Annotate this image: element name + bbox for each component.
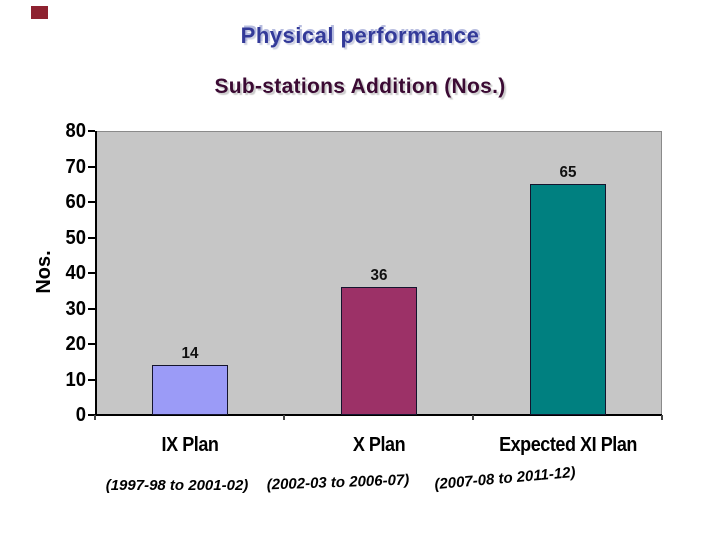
y-tick-label: 70 [65, 155, 86, 178]
y-tick-mark [88, 201, 95, 203]
bar [340, 287, 417, 415]
category-label: X Plan [352, 434, 405, 456]
bar-value-label: 65 [559, 164, 576, 182]
x-tick-mark [661, 415, 663, 420]
x-axis-line [95, 414, 662, 416]
y-tick-mark [88, 165, 95, 168]
y-tick-mark [88, 414, 95, 416]
y-tick-mark [88, 272, 95, 274]
y-tick-label: 40 [65, 262, 86, 284]
slide-bullet-square [31, 6, 48, 19]
x-tick-mark [94, 415, 96, 420]
y-tick-label: 80 [65, 120, 86, 142]
y-tick-mark [88, 236, 95, 239]
bar-value-label: 36 [370, 267, 387, 285]
y-tick-label: 50 [65, 226, 86, 249]
y-tick-mark [88, 307, 95, 310]
bar-value-label: 14 [181, 345, 198, 363]
y-tick-label: 0 [75, 404, 86, 426]
y-tick-label: 20 [65, 333, 86, 355]
y-axis-line [95, 131, 97, 415]
category-period-label: (1997-98 to 2001-02) [105, 477, 249, 494]
y-tick-mark [88, 378, 95, 381]
bar [151, 365, 228, 415]
y-tick-mark [88, 343, 95, 345]
y-tick-label: 60 [65, 191, 86, 213]
y-tick-label: 30 [65, 297, 86, 320]
y-tick-label: 10 [65, 368, 86, 391]
y-tick-mark [88, 130, 95, 132]
x-tick-mark [283, 415, 285, 420]
category-label: Expected XI Plan [498, 434, 637, 456]
bar [529, 184, 606, 415]
category-label: IX Plan [161, 434, 218, 456]
chart-title: Sub-stations Addition (Nos.) [214, 75, 506, 98]
x-tick-mark [472, 415, 474, 420]
category-period-label: (2002-03 to 2006-07) [266, 471, 410, 494]
page-title: Physical performance [240, 23, 480, 48]
category-period-label: (2007-08 to 2011-12) [433, 463, 577, 494]
